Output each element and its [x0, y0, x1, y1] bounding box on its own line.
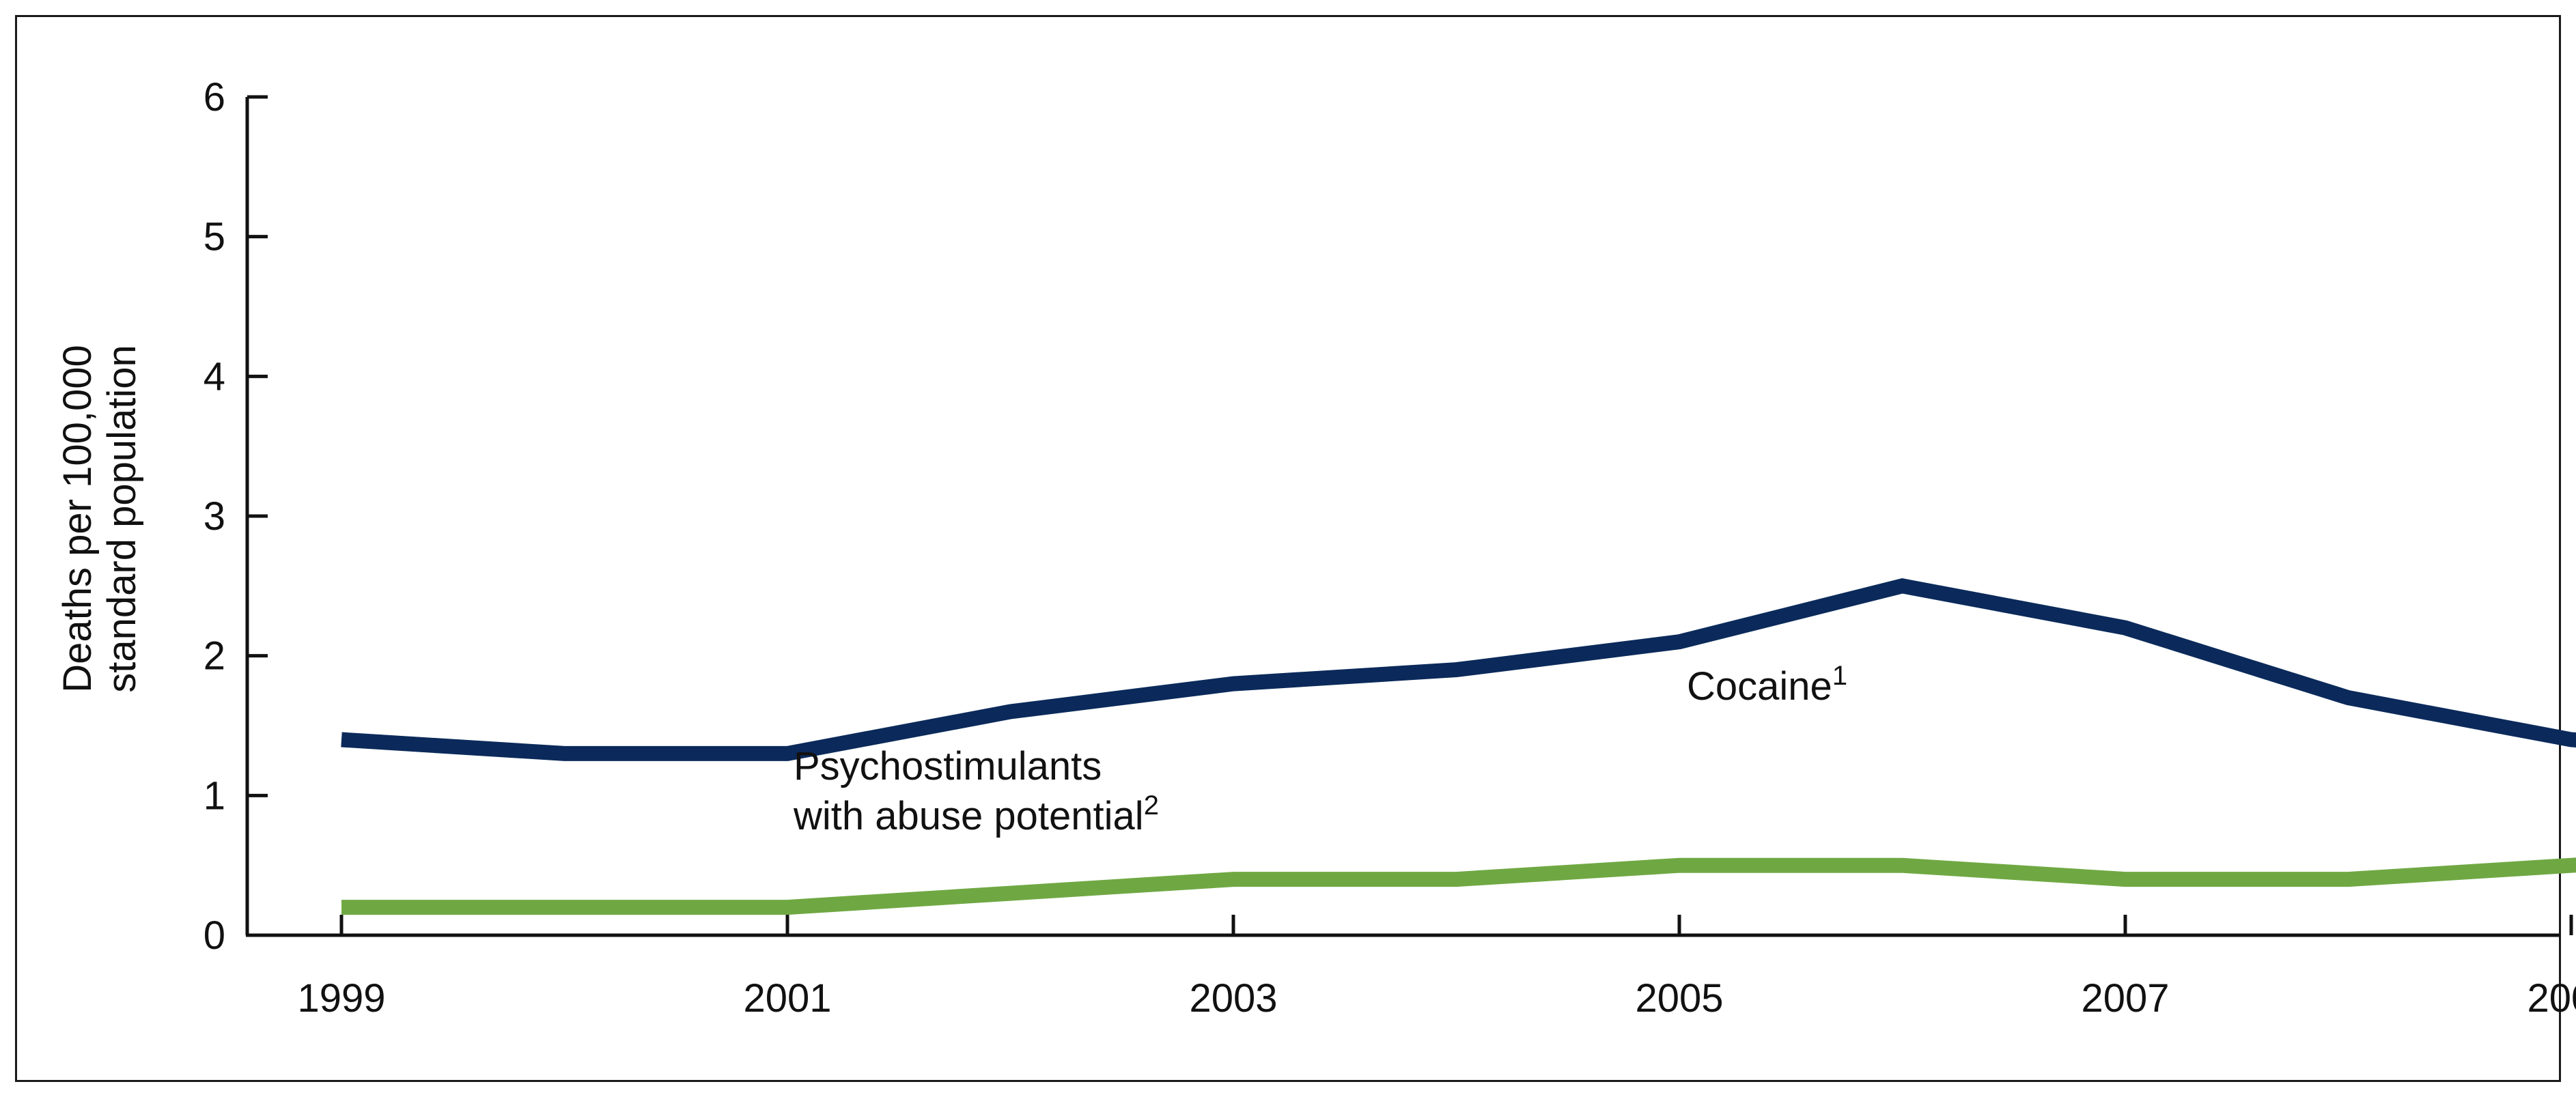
y-axis-title-line1: Deaths per 100,000 [55, 345, 100, 692]
y-tick-label: 4 [204, 354, 225, 399]
y-tick-label: 3 [204, 494, 225, 539]
cocaine-label-text: Cocaine [1687, 664, 1832, 709]
y-tick-label: 5 [204, 215, 225, 259]
x-tick-label: 2003 [1189, 976, 1277, 1021]
axes [245, 97, 2560, 937]
series-lines [341, 578, 2576, 915]
x-tick-label: 2001 [743, 976, 831, 1021]
x-tick-label: 2009 [2527, 976, 2576, 1021]
x-tick-label: 2007 [2081, 976, 2169, 1021]
psychostimulants-label-sup: 2 [1144, 790, 1159, 821]
x-ticks: 1999200120032005200720092011201320152017… [297, 915, 2576, 1021]
psychostimulants-label-line2: with abuse potential2 [793, 790, 1159, 838]
series-line-psychostimulants [341, 857, 2576, 915]
y-axis-title-line2: standard population [100, 345, 144, 693]
y-tick-label: 2 [204, 634, 225, 679]
y-tick-label: 1 [204, 773, 225, 818]
y-tick-label: 0 [204, 913, 225, 958]
series-line-cocaine [341, 578, 2576, 761]
psychostimulants-label-line1: Psychostimulants [794, 744, 1102, 788]
psychostimulants-label-text: with abuse potential [793, 794, 1144, 838]
y-tick-label: 6 [204, 75, 225, 119]
cocaine-label: Cocaine1 [1687, 661, 1847, 709]
cocaine-label-sup: 1 [1832, 661, 1847, 691]
x-tick-label: 1999 [297, 976, 385, 1021]
x-tick-label: 2005 [1635, 976, 1723, 1021]
y-ticks: 0 1 2 3 4 5 6 [204, 75, 268, 958]
